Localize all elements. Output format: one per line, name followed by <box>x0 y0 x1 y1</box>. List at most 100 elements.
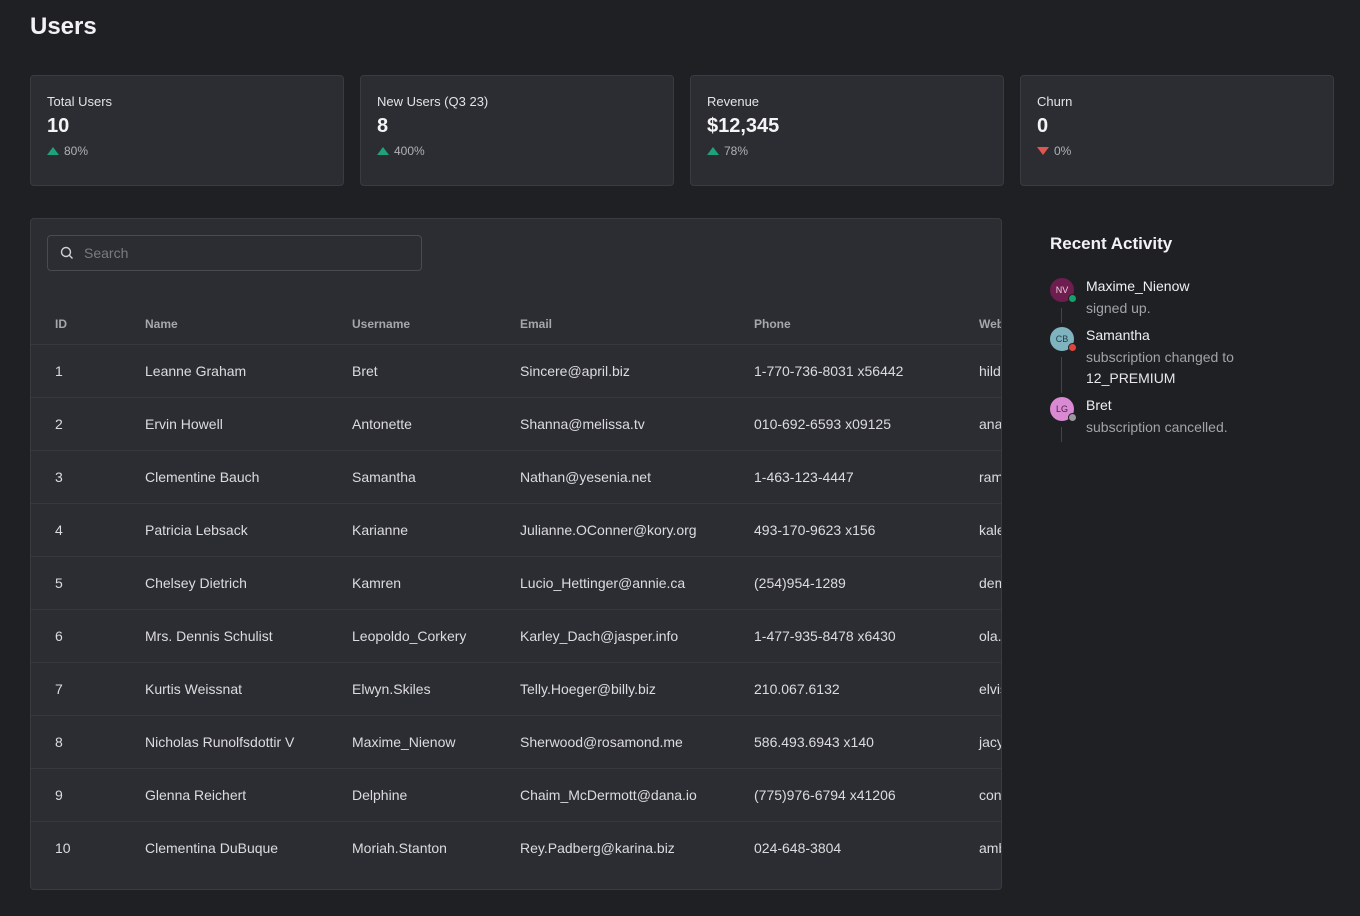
table-row[interactable]: 9 Glenna Reichert Delphine Chaim_McDermott@… <box>31 767 1001 821</box>
activity-user: Maxime_Nienow <box>1086 278 1190 294</box>
stat-change-value: 400% <box>394 144 425 158</box>
avatar-initials: CB <box>1055 334 1069 344</box>
stat-change: 78% <box>707 144 987 158</box>
table-cell-name: Glenna Reichert <box>121 767 328 821</box>
activity-item: LG Bret subscription cancelled. <box>1050 397 1234 442</box>
table-row[interactable]: 1 Leanne Graham Bret Sincere@april.biz 1-770… <box>31 343 1001 397</box>
stat-value: 10 <box>47 115 70 137</box>
table-cell-username: Leopoldo_Corkery <box>328 608 496 662</box>
activity-description: subscription changed to 12_PREMIUM <box>1086 347 1234 389</box>
table-cell-name: Clementine Bauch <box>121 449 328 503</box>
table-cell-website: ambrose.net <box>955 820 1001 874</box>
triangle-down-icon <box>1037 147 1049 155</box>
stat-label: Churn <box>1037 94 1073 109</box>
table-cell-website: kale.biz <box>955 502 1001 556</box>
table-cell-phone: 010-692-6593 x09125 <box>730 396 955 450</box>
table-cell-website: elvis.io <box>955 661 1001 715</box>
activity-item: CB Samantha subscription changed to 12_PREM… <box>1050 327 1234 393</box>
table-cell-username: Samantha <box>328 449 496 503</box>
table-cell-username: Karianne <box>328 502 496 556</box>
activity-text: subscription changed to <box>1086 349 1234 365</box>
users-table: ID Name Username Email Phone Website 1Leanne … <box>31 304 1002 874</box>
table-row[interactable]: 6 Mrs. Dennis Schulist Leopoldo_Corkery Kar… <box>31 608 1001 662</box>
table-cell-phone: 493-170-9623 x156 <box>730 502 955 556</box>
avatar-initials: NV <box>1055 285 1069 295</box>
table-cell-id: 3 <box>31 449 121 503</box>
table-cell-phone: 586.493.6943 x140 <box>730 714 955 768</box>
table-cell-id: 4 <box>31 502 121 556</box>
column-header[interactable]: Website <box>979 316 1002 331</box>
avatar: NV <box>1050 278 1077 303</box>
table-cell-website: hildegard.org <box>955 343 1001 397</box>
stats-row: Total Users 10 80% New Users (Q3 23) 8 400% Re… <box>30 75 1334 186</box>
activity-user: Samantha <box>1086 327 1150 343</box>
stat-value: 8 <box>377 115 389 137</box>
stat-change: 80% <box>47 144 327 158</box>
stat-label: Revenue <box>707 94 760 109</box>
avatar: CB <box>1050 327 1077 352</box>
table-cell-email: Sherwood@rosamond.me <box>496 714 730 768</box>
table-row[interactable]: 7 Kurtis Weissnat Elwyn.Skiles Telly.Hoeger… <box>31 661 1001 715</box>
table-cell-name: Leanne Graham <box>121 343 328 397</box>
table-cell-id: 7 <box>31 661 121 715</box>
table-cell-email: Lucio_Hettinger@annie.ca <box>496 555 730 609</box>
table-cell-email: Rey.Padberg@karina.biz <box>496 820 730 874</box>
stat-change: 400% <box>377 144 657 158</box>
table-header-row: ID Name Username Email Phone Website <box>31 304 1002 344</box>
search-box[interactable] <box>47 235 422 271</box>
stat-value: 0 <box>1037 115 1049 137</box>
table-cell-email: Nathan@yesenia.net <box>496 449 730 503</box>
stat-change: 0% <box>1037 144 1317 158</box>
table-cell-website: anastasia.net <box>955 396 1001 450</box>
table-cell-id: 1 <box>31 343 121 397</box>
table-cell-name: Chelsey Dietrich <box>121 555 328 609</box>
table-row[interactable]: 3 Clementine Bauch Samantha Nathan@yesenia.… <box>31 449 1001 503</box>
activity-content: Samantha subscription changed to 12_PREMIU… <box>1086 327 1234 389</box>
page-title: Users <box>30 13 97 40</box>
column-header[interactable]: Phone <box>754 316 791 331</box>
search-input[interactable] <box>84 245 384 261</box>
table-cell-username: Delphine <box>328 767 496 821</box>
stat-label: Total Users <box>47 94 113 109</box>
table-cell-id: 8 <box>31 714 121 768</box>
table-row[interactable]: 4 Patricia Lebsack Karianne Julianne.OConne… <box>31 502 1001 556</box>
table-cell-phone: 024-648-3804 <box>730 820 955 874</box>
status-dot-icon <box>1068 294 1077 303</box>
column-header[interactable]: Username <box>352 316 411 331</box>
table-cell-username: Kamren <box>328 555 496 609</box>
table-cell-website: demarco.info <box>955 555 1001 609</box>
avatar-initials: LG <box>1055 404 1068 414</box>
column-header[interactable]: Name <box>145 316 178 331</box>
stat-value: $12,345 <box>707 115 780 137</box>
table-cell-username: Bret <box>328 343 496 397</box>
table-row[interactable]: 8 Nicholas Runolfsdottir V Maxime_Nienow Sh… <box>31 714 1001 768</box>
table-row[interactable]: 2 Ervin Howell Antonette Shanna@melissa.tv 0… <box>31 396 1001 450</box>
status-dot-icon <box>1068 413 1077 422</box>
avatar: LG <box>1050 397 1077 422</box>
table-row[interactable]: 10 Clementina DuBuque Moriah.Stanton Rey.Pa… <box>31 820 1001 874</box>
column-header[interactable]: ID <box>55 316 67 331</box>
activity-description: signed up. <box>1086 298 1189 319</box>
activity-detail: 12_PREMIUM <box>1086 370 1176 386</box>
activity-user: Bret <box>1086 397 1112 413</box>
table-row[interactable]: 5 Chelsey Dietrich Kamren Lucio_Hettinger@a… <box>31 555 1001 609</box>
column-header[interactable]: Email <box>520 316 553 331</box>
table-cell-email: Telly.Hoeger@billy.biz <box>496 661 730 715</box>
triangle-up-icon <box>377 147 389 155</box>
table-cell-name: Clementina DuBuque <box>121 820 328 874</box>
table-cell-phone: (775)976-6794 x41206 <box>730 767 955 821</box>
search-icon <box>60 246 73 259</box>
table-cell-id: 6 <box>31 608 121 662</box>
activity-text: signed up. <box>1086 300 1151 316</box>
table-cell-username: Antonette <box>328 396 496 450</box>
activity-content: Bret subscription cancelled. <box>1086 397 1228 438</box>
table-cell-name: Nicholas Runolfsdottir V <box>121 714 328 768</box>
users-table-card: ID Name Username Email Phone Website 1Leanne … <box>30 218 1002 890</box>
activity-description: subscription cancelled. <box>1086 417 1228 438</box>
table-cell-email: Shanna@melissa.tv <box>496 396 730 450</box>
table-cell-name: Mrs. Dennis Schulist <box>121 608 328 662</box>
table-cell-phone: 210.067.6132 <box>730 661 955 715</box>
table-cell-id: 10 <box>31 820 121 874</box>
